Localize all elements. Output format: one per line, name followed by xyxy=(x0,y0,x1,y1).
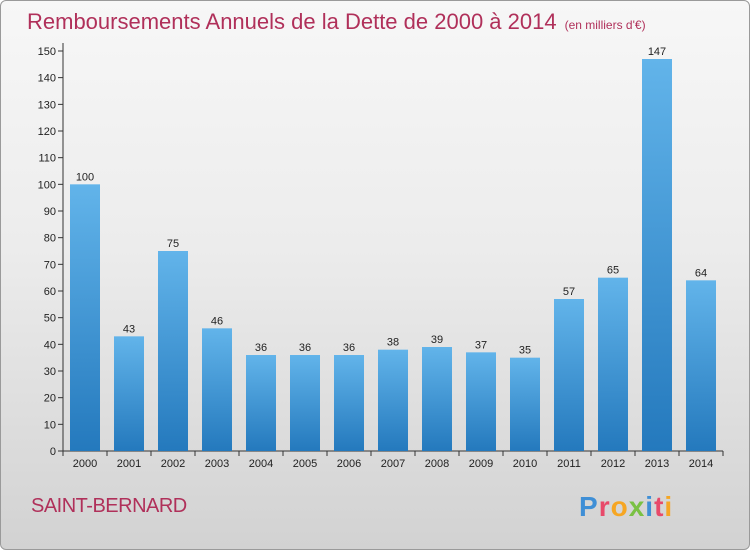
y-tick-label: 110 xyxy=(38,153,56,165)
data-label: 46 xyxy=(211,315,223,327)
x-tick-label: 2006 xyxy=(337,458,361,470)
y-tick-label: 0 xyxy=(50,446,56,458)
bar xyxy=(422,347,452,451)
chart-title: Remboursements Annuels de la Dette de 20… xyxy=(27,9,646,34)
x-tick-label: 2002 xyxy=(161,458,185,470)
x-tick-label: 2004 xyxy=(249,458,273,470)
y-tick-label: 50 xyxy=(44,313,56,325)
y-tick-label: 150 xyxy=(38,46,56,58)
y-tick-label: 130 xyxy=(38,99,56,111)
y-tick-label: 10 xyxy=(44,419,56,431)
bar xyxy=(158,251,188,451)
bar xyxy=(378,349,408,451)
data-label: 36 xyxy=(299,342,311,354)
y-tick-label: 30 xyxy=(44,366,56,378)
data-label: 65 xyxy=(607,265,619,277)
bar xyxy=(642,59,672,451)
bar xyxy=(686,280,716,451)
data-label: 75 xyxy=(167,238,179,250)
data-label: 64 xyxy=(695,267,707,279)
x-tick-label: 2011 xyxy=(557,458,581,470)
data-label: 147 xyxy=(648,46,666,58)
bar xyxy=(246,355,276,451)
x-tick-label: 2007 xyxy=(381,458,405,470)
y-tick-label: 40 xyxy=(44,339,56,351)
x-tick-label: 2008 xyxy=(425,458,449,470)
data-label: 36 xyxy=(343,342,355,354)
bar xyxy=(70,184,100,452)
y-tick-label: 100 xyxy=(38,179,56,191)
x-tick-label: 2001 xyxy=(117,458,141,470)
y-tick-label: 90 xyxy=(44,206,56,218)
x-tick-label: 2013 xyxy=(645,458,669,470)
x-tick-label: 2014 xyxy=(689,458,713,470)
x-tick-label: 2010 xyxy=(513,458,537,470)
x-tick-label: 2012 xyxy=(601,458,625,470)
bar xyxy=(202,328,232,451)
bar xyxy=(554,299,584,451)
y-tick-label: 80 xyxy=(44,233,56,245)
data-label: 100 xyxy=(76,171,94,183)
y-tick-label: 60 xyxy=(44,286,56,298)
data-label: 38 xyxy=(387,337,399,349)
x-tick-label: 2009 xyxy=(469,458,493,470)
axes: 0 10 20 30 40 50 60 70 80 90 100 110 120 130 140 150 200… xyxy=(38,43,724,470)
bar xyxy=(598,277,628,451)
proxiti-logo: Proxiti xyxy=(579,491,674,522)
bar xyxy=(114,336,144,451)
y-tick-label: 140 xyxy=(38,73,56,85)
place-name: SAINT-BERNARD xyxy=(31,495,187,517)
bar xyxy=(334,355,364,451)
bars: 100 43 75 46 36 36 36 38 39 37 35 57 65 147 64 xyxy=(70,46,716,452)
y-tick-label: 120 xyxy=(38,126,56,138)
chart-subtitle: (en milliers d'€) xyxy=(564,18,646,32)
x-tick-label: 2000 xyxy=(73,458,97,470)
data-label: 39 xyxy=(431,334,443,346)
data-label: 37 xyxy=(475,339,487,351)
bar xyxy=(466,352,496,451)
x-tick-label: 2005 xyxy=(293,458,317,470)
data-label: 43 xyxy=(123,323,135,335)
data-label: 36 xyxy=(255,342,267,354)
data-label: 57 xyxy=(563,286,575,298)
data-label: 35 xyxy=(519,345,531,357)
bar xyxy=(290,355,320,451)
y-tick-label: 20 xyxy=(44,393,56,405)
bar xyxy=(510,357,540,451)
x-tick-label: 2003 xyxy=(205,458,229,470)
y-tick-label: 70 xyxy=(44,259,56,271)
